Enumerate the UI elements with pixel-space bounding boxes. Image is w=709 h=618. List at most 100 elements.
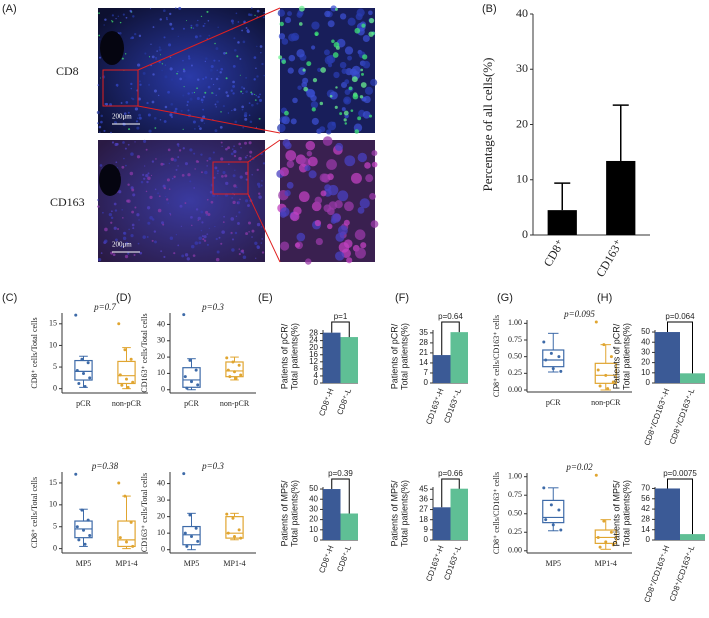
cell [233, 149, 237, 154]
cell [202, 238, 205, 241]
cell [134, 107, 139, 111]
cell [261, 238, 264, 240]
cell [182, 128, 184, 130]
p-value: p=0.3 [201, 302, 224, 312]
cell [319, 173, 329, 183]
x-tick-label: CD163⁺-L [442, 544, 463, 582]
cell [102, 211, 104, 214]
cell [99, 56, 102, 59]
y-tick-label: 10 [157, 368, 165, 377]
cell [312, 78, 318, 83]
cell [210, 64, 214, 69]
cell [260, 225, 263, 228]
point [234, 376, 238, 380]
cell [155, 57, 157, 59]
cell [335, 7, 338, 11]
cell [357, 116, 362, 121]
cell [357, 206, 365, 214]
y-tick-label: 0.50 [508, 351, 522, 360]
cell [110, 221, 113, 224]
box [182, 525, 201, 546]
cell [331, 39, 335, 44]
cell [359, 198, 370, 209]
y-axis-label: Patients of MP5/ [611, 480, 621, 547]
cell [130, 37, 133, 40]
cell [369, 193, 376, 200]
x-tick-label: non-pCR [112, 399, 142, 408]
cell [122, 217, 124, 219]
y-tick-label: 42 [641, 504, 650, 513]
cell [240, 147, 242, 149]
cell [288, 33, 297, 42]
cell [216, 169, 220, 173]
cell [190, 27, 193, 29]
point [185, 544, 189, 548]
cell [127, 111, 130, 114]
cell [344, 201, 354, 212]
cell [151, 55, 155, 59]
cell [190, 244, 195, 249]
cell [354, 27, 361, 34]
cell [206, 243, 209, 246]
panel-label: (E) [258, 292, 273, 304]
cell [261, 180, 263, 182]
cell [139, 83, 142, 86]
cell [232, 174, 236, 178]
cell [215, 94, 217, 96]
cell [298, 22, 303, 26]
cell [117, 15, 120, 17]
box [594, 362, 617, 384]
cell [203, 235, 207, 239]
cell [230, 89, 233, 92]
point [239, 373, 243, 377]
y-tick-label: 0 [53, 384, 57, 393]
y-axis-label: Patients of MP5/ [389, 480, 399, 547]
cell [350, 172, 362, 184]
cell [97, 257, 102, 262]
cell [163, 186, 166, 190]
cell [163, 9, 166, 12]
y-axis-label: Patients of pCR/ [389, 323, 399, 389]
cell [142, 173, 145, 176]
cell [259, 93, 261, 96]
box [225, 361, 244, 378]
bar [340, 337, 358, 383]
cell [238, 252, 241, 256]
cell [182, 94, 185, 97]
cell [182, 59, 184, 62]
cell [245, 232, 249, 236]
point [80, 357, 84, 361]
y-tick-label: 14 [419, 358, 428, 367]
cell [348, 86, 353, 91]
y-tick-label: 7 [424, 368, 429, 377]
row-label: CD8 [56, 64, 79, 78]
cell [137, 63, 141, 67]
x-tick-label: MP5 [76, 559, 92, 568]
cell [225, 52, 228, 54]
cell [177, 70, 179, 73]
cell [201, 101, 203, 104]
cell [114, 238, 118, 242]
cell [158, 48, 162, 52]
point [609, 530, 613, 534]
cell [145, 174, 149, 178]
cell [202, 24, 205, 28]
micrographs [96, 5, 379, 265]
cell [121, 165, 125, 169]
cell [220, 157, 224, 161]
x-tick-label: non-pCR [591, 398, 621, 407]
cell [127, 143, 130, 146]
cell [324, 10, 331, 18]
cell [279, 167, 289, 177]
micrograph [98, 140, 265, 262]
cell [213, 176, 216, 179]
cell [237, 21, 240, 23]
cell [157, 94, 160, 97]
cell [127, 252, 130, 255]
cell [339, 61, 347, 69]
cell [122, 13, 125, 16]
cell [250, 103, 254, 107]
cell [167, 90, 170, 94]
cell [347, 55, 353, 61]
y-tick-label: 10 [516, 172, 528, 186]
